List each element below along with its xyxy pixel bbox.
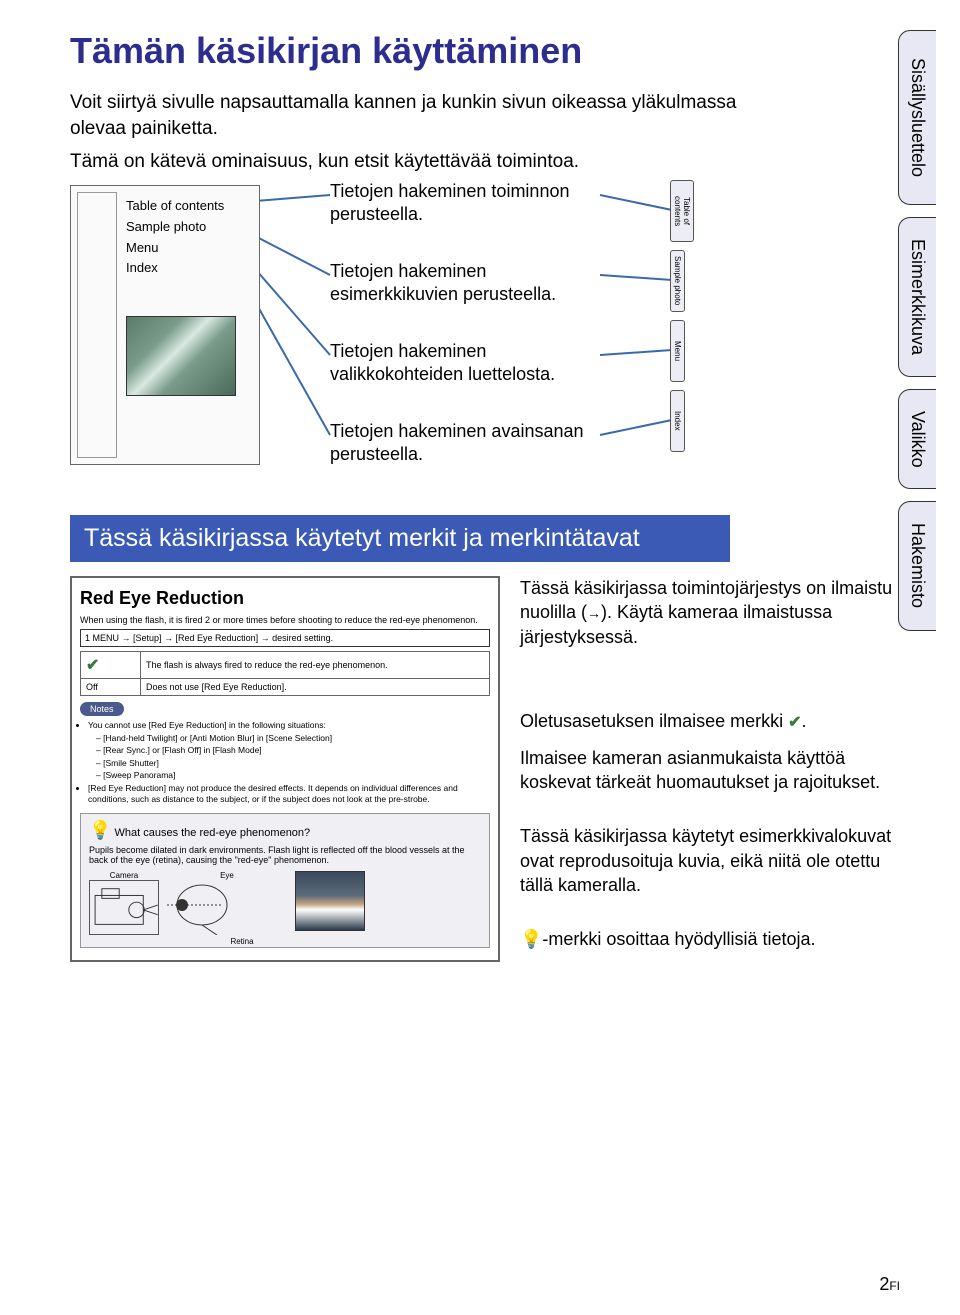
mini-tab-sample: Sample photo: [670, 250, 685, 312]
what-causes-box: 💡 What causes the red-eye phenomenon? Pu…: [80, 813, 490, 948]
red-eye-intro: When using the flash, it is fired 2 or m…: [80, 615, 490, 625]
notes-label: Notes: [80, 702, 124, 716]
diagram-navigation: Table of contents Sample photo Menu Inde…: [70, 185, 920, 515]
red-eye-table: ✔ The flash is always fired to reduce th…: [80, 651, 490, 696]
thumb-link-index: Index: [126, 258, 224, 279]
waterfall-image: [126, 316, 236, 396]
callout-bulb: 💡-merkki osoittaa hyödyllisiä tietoja.: [520, 927, 900, 951]
section2-callouts: Tässä käsikirjassa toimintojärjestys on …: [520, 576, 900, 963]
intro-paragraph-1: Voit siirtyä sivulle napsauttamalla kann…: [70, 90, 770, 141]
what-causes-body: Pupils become dilated in dark environmen…: [89, 845, 481, 865]
bulb-icon: 💡: [520, 927, 542, 951]
check-icon: ✔: [86, 655, 99, 675]
section-heading-merkit: Tässä käsikirjassa käytetyt merkit ja me…: [70, 515, 730, 562]
callout-arrows: Tässä käsikirjassa toimintojärjestys on …: [520, 576, 900, 649]
camera-icon: [89, 880, 159, 935]
red-eye-example-box: Red Eye Reduction When using the flash, …: [70, 576, 500, 962]
camera-label: Camera: [89, 871, 159, 880]
check-icon: ✔: [788, 712, 801, 734]
callout-default: Oletusasetuksen ilmaisee merkki ✔.: [520, 709, 900, 734]
face-thumbnail: [295, 871, 365, 931]
bulb-icon: 💡: [89, 820, 111, 841]
red-eye-title: Red Eye Reduction: [80, 588, 490, 609]
red-eye-step: 1 MENU → [Setup] → [Red Eye Reduction] →…: [80, 629, 490, 647]
callout-notes: Ilmaisee kameran asianmukaista käyttöä k…: [520, 746, 900, 795]
section-merkintatavat: Red Eye Reduction When using the flash, …: [70, 576, 920, 963]
intro-paragraph-2: Tämä on kätevä ominaisuus, kun etsit käy…: [70, 149, 770, 175]
eye-diagram-icon: [167, 880, 267, 935]
arrow-icon: →: [587, 605, 601, 621]
thumb-link-menu: Menu: [126, 238, 224, 259]
manual-page-thumbnail: Table of contents Sample photo Menu Inde…: [70, 185, 260, 465]
thumb-link-sample: Sample photo: [126, 217, 224, 238]
eye-label: Eye: [167, 871, 287, 880]
red-eye-off: Off: [81, 679, 141, 696]
callout-toiminnon: Tietojen hakeminen toiminnon perusteella…: [330, 180, 610, 227]
red-eye-row2: Does not use [Red Eye Reduction].: [141, 679, 490, 696]
page-content: Tämän käsikirjan käyttäminen Voit siirty…: [0, 0, 960, 993]
mini-tabs: Table of contents Sample photo Menu Inde…: [670, 180, 708, 460]
mini-tab-toc: Table of contents: [670, 180, 694, 242]
thumb-link-toc: Table of contents: [126, 196, 224, 217]
callout-esimerkkikuvien: Tietojen hakeminen esimerkkikuvien perus…: [330, 260, 610, 307]
callout-photos: Tässä käsikirjassa käytetyt esimerkkival…: [520, 824, 900, 897]
callout-avainsanan: Tietojen hakeminen avainsanan perusteell…: [330, 420, 610, 467]
callout-valikkokohteiden: Tietojen hakeminen valikkokohteiden luet…: [330, 340, 610, 387]
page-title: Tämän käsikirjan käyttäminen: [70, 30, 920, 72]
mini-tab-menu: Menu: [670, 320, 685, 382]
red-eye-row1: The flash is always fired to reduce the …: [141, 652, 490, 679]
red-eye-notes: You cannot use [Red Eye Reduction] in th…: [88, 720, 490, 805]
retina-label: Retina: [197, 937, 287, 946]
page-number: 2FI: [879, 1274, 900, 1295]
what-causes-title: 💡 What causes the red-eye phenomenon?: [89, 820, 481, 841]
mini-tab-index: Index: [670, 390, 685, 452]
